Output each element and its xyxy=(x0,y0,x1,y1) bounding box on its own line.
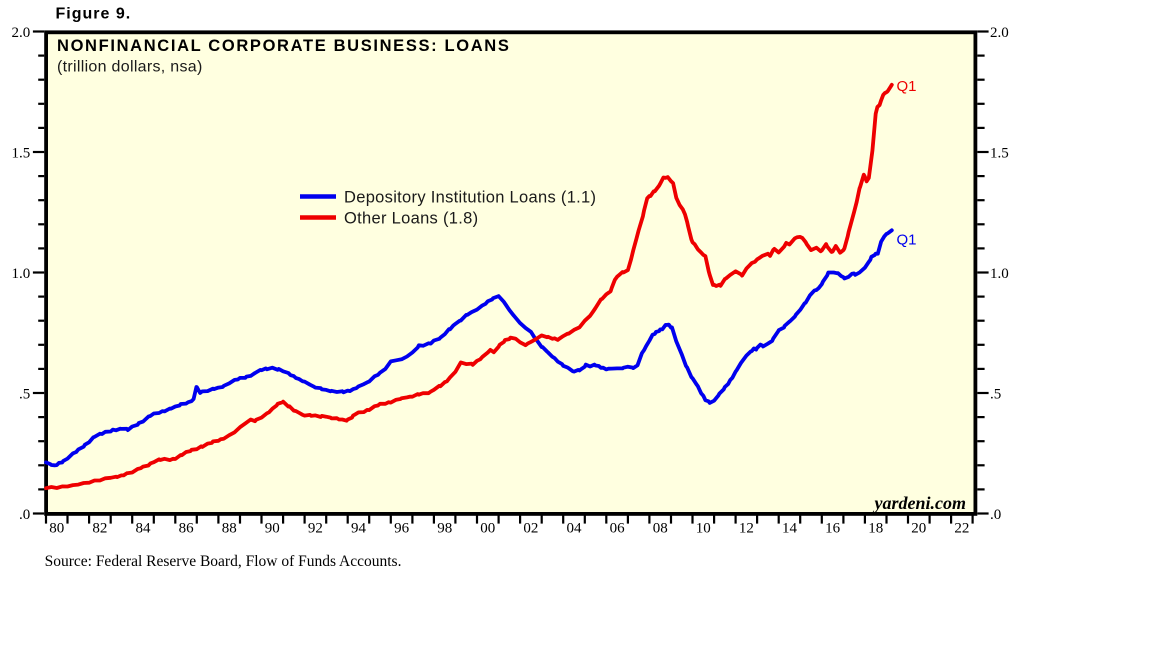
svg-text:88: 88 xyxy=(222,520,237,536)
svg-text:NONFINANCIAL CORPORATE BUSINES: NONFINANCIAL CORPORATE BUSINESS: LOANS xyxy=(57,37,511,55)
svg-text:1.5: 1.5 xyxy=(12,145,31,161)
svg-text:1.5: 1.5 xyxy=(990,145,1009,161)
svg-text:1.0: 1.0 xyxy=(12,266,31,282)
svg-text:2.0: 2.0 xyxy=(990,25,1009,41)
svg-text:Depository Institution Loans (: Depository Institution Loans (1.1) xyxy=(344,189,596,207)
svg-text:06: 06 xyxy=(610,520,626,536)
svg-text:Other Loans (1.8): Other Loans (1.8) xyxy=(344,210,478,228)
svg-text:.5: .5 xyxy=(990,386,1001,402)
svg-text:18: 18 xyxy=(868,520,883,536)
svg-text:1.0: 1.0 xyxy=(990,266,1009,282)
svg-text:16: 16 xyxy=(825,520,841,536)
svg-text:82: 82 xyxy=(92,520,107,536)
svg-text:08: 08 xyxy=(653,520,668,536)
svg-text:92: 92 xyxy=(308,520,323,536)
svg-text:.5: .5 xyxy=(19,386,30,402)
svg-text:14: 14 xyxy=(782,520,798,536)
svg-text:2.0: 2.0 xyxy=(12,25,31,41)
svg-text:10: 10 xyxy=(696,520,711,536)
svg-text:Source: Federal Reserve Board,: Source: Federal Reserve Board, Flow of F… xyxy=(45,553,402,570)
svg-text:.0: .0 xyxy=(19,507,30,523)
svg-text:86: 86 xyxy=(179,520,195,536)
svg-text:Figure 9.: Figure 9. xyxy=(56,6,132,23)
svg-text:96: 96 xyxy=(394,520,410,536)
svg-text:12: 12 xyxy=(739,520,754,536)
svg-text:84: 84 xyxy=(136,520,152,536)
svg-text:20: 20 xyxy=(911,520,926,536)
svg-text:00: 00 xyxy=(480,520,495,536)
svg-text:Q1: Q1 xyxy=(897,78,917,95)
svg-text:80: 80 xyxy=(49,520,64,536)
svg-text:(trillion dollars, nsa): (trillion dollars, nsa) xyxy=(57,59,203,76)
svg-text:90: 90 xyxy=(265,520,280,536)
svg-text:04: 04 xyxy=(567,520,583,536)
svg-text:94: 94 xyxy=(351,520,367,536)
svg-text:yardeni.com: yardeni.com xyxy=(873,493,967,513)
svg-text:02: 02 xyxy=(523,520,538,536)
svg-text:22: 22 xyxy=(954,520,969,536)
svg-text:Q1: Q1 xyxy=(897,231,917,248)
svg-text:98: 98 xyxy=(437,520,452,536)
svg-text:.0: .0 xyxy=(990,507,1001,523)
